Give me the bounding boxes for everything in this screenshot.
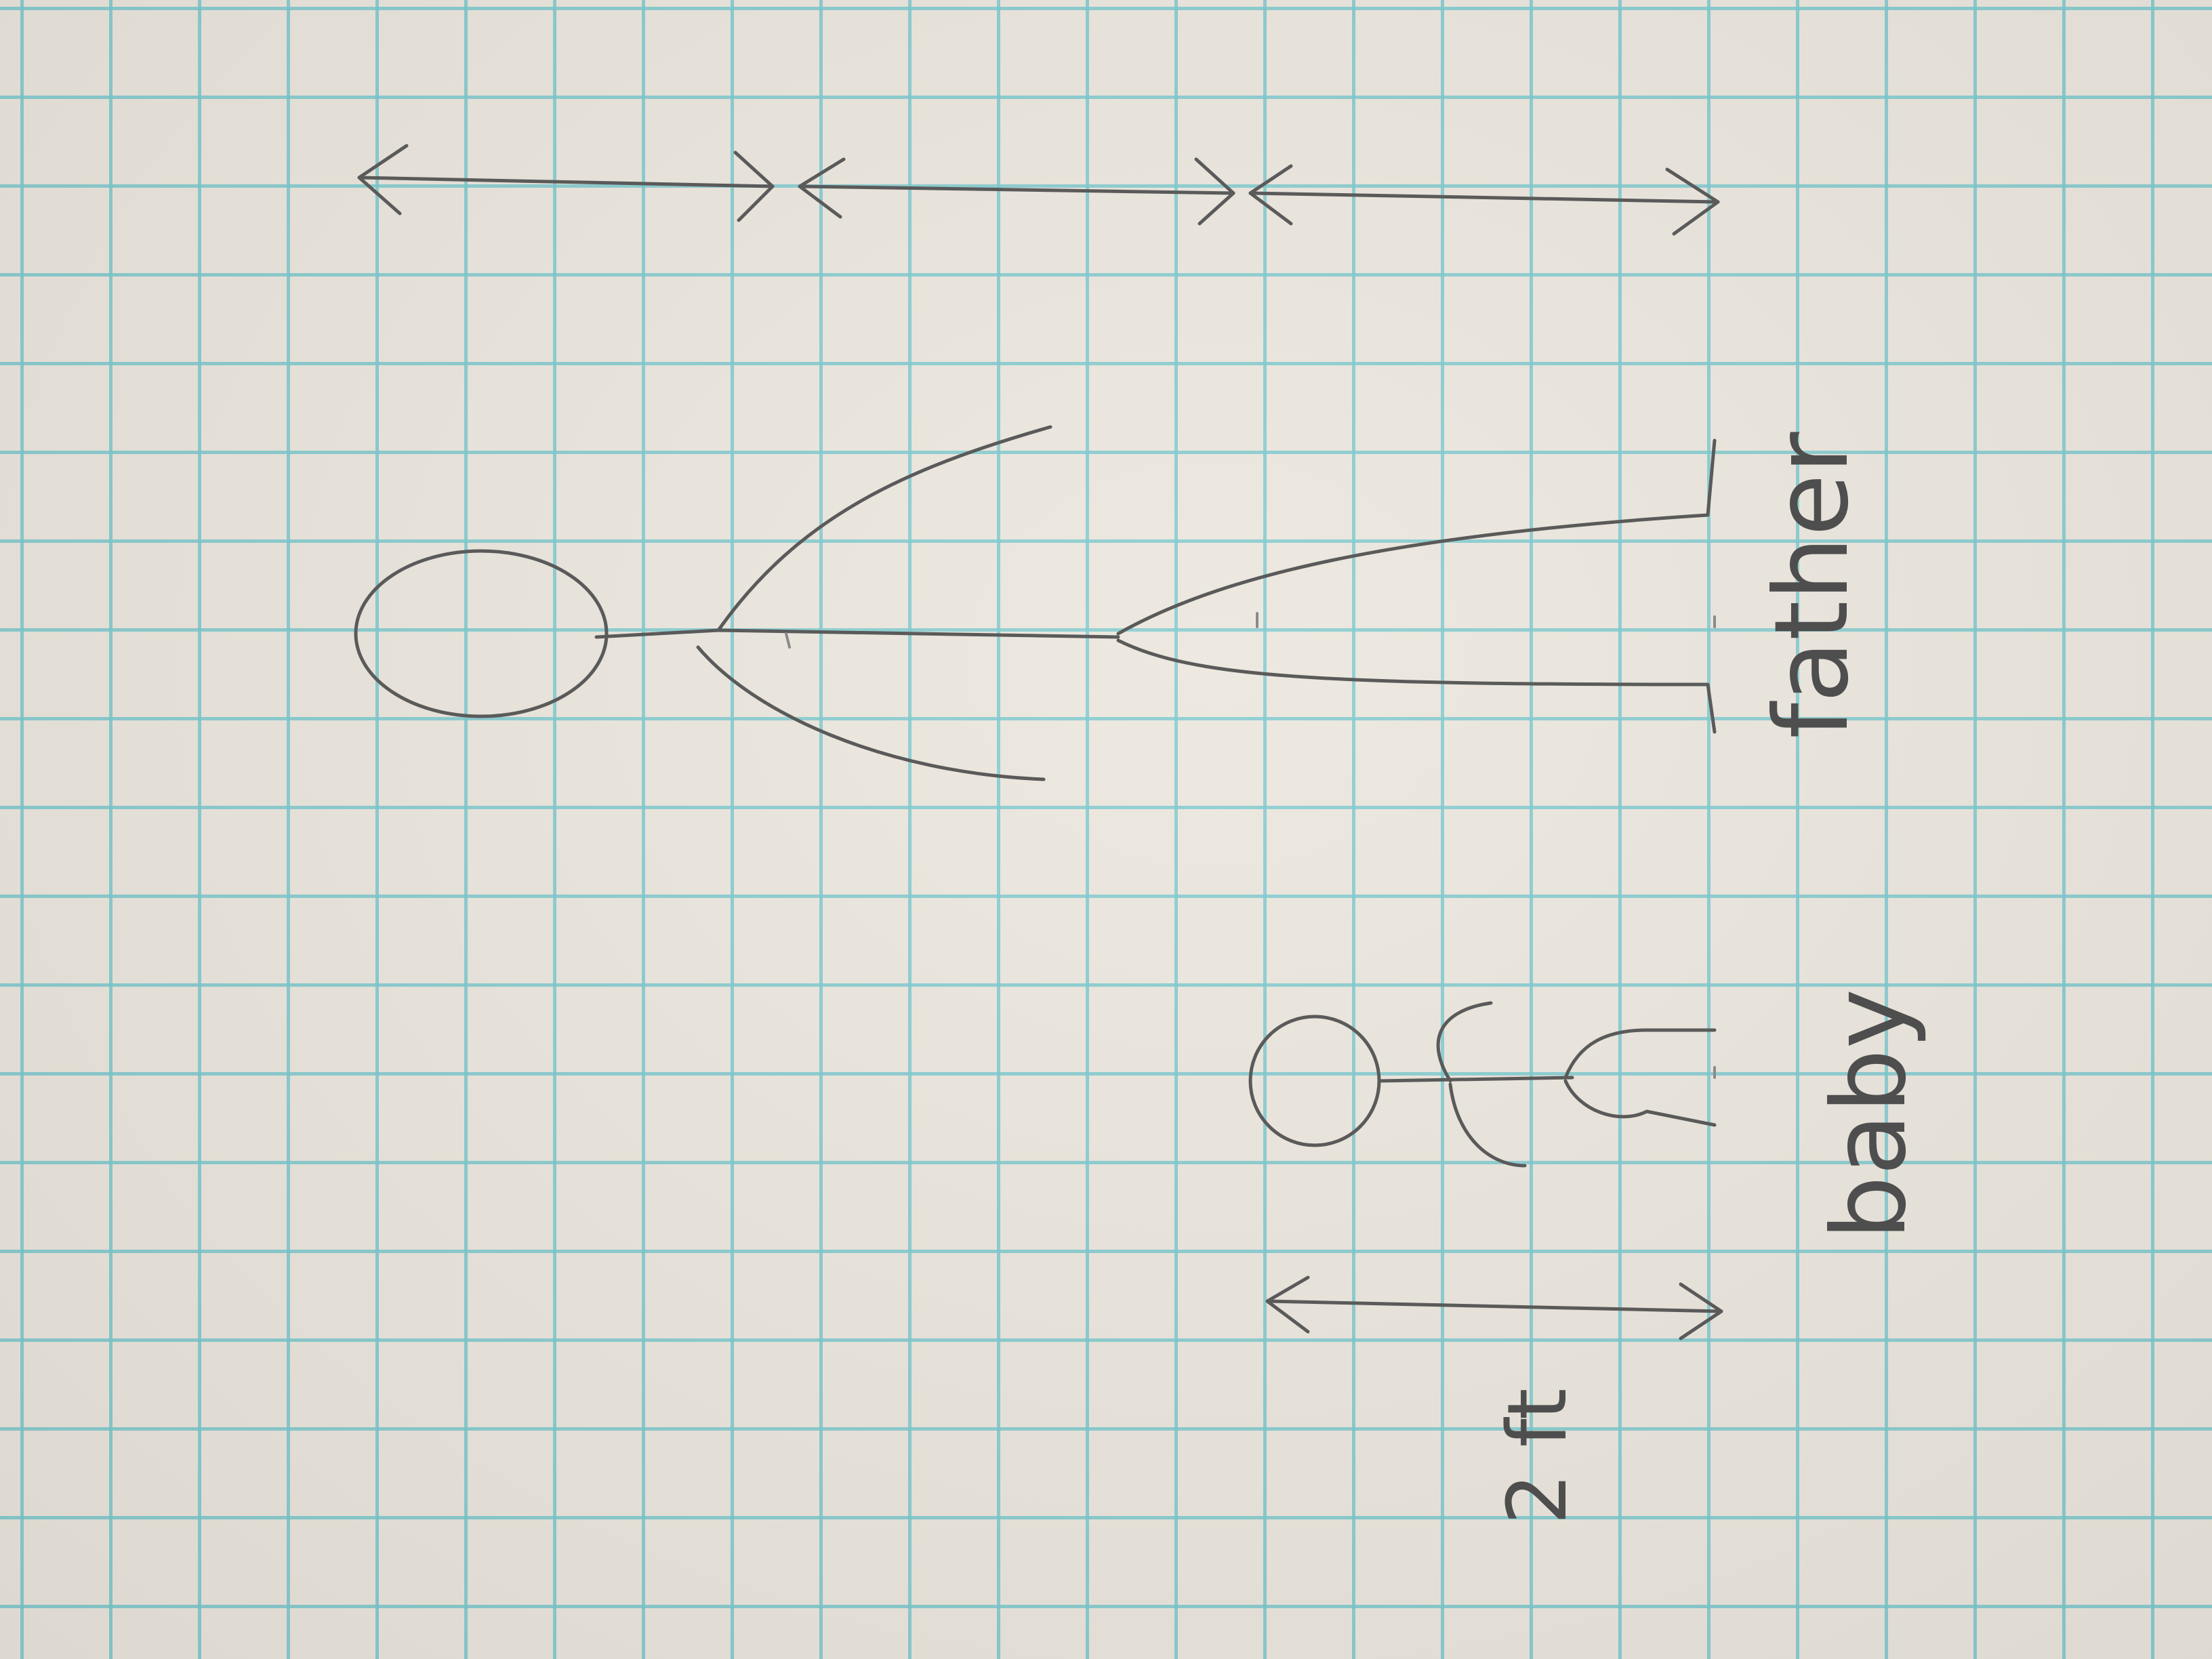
father-label: father — [1753, 432, 1871, 739]
baby-arm-upper — [1436, 1001, 1493, 1083]
baby-head — [1248, 1015, 1381, 1147]
father-leg-lower — [1116, 638, 1717, 734]
baby-arm-lower — [1448, 1082, 1527, 1168]
father-figure — [354, 425, 1717, 781]
father-arrow-segment-2 — [798, 157, 1235, 226]
baby-height-label: 2 ft — [1491, 1388, 1585, 1525]
baby-leg-upper — [1563, 1028, 1717, 1080]
father-body — [594, 628, 1120, 639]
father-height-arrows — [357, 144, 1720, 236]
baby-leg-lower — [1563, 1079, 1717, 1127]
father-head — [354, 549, 609, 718]
father-arrow-segment-3 — [1248, 164, 1720, 236]
father-leg-upper — [1116, 438, 1717, 636]
father-arm-lower — [696, 645, 1046, 781]
baby-height-arrow — [1265, 1275, 1723, 1340]
baby-figure — [1248, 1001, 1717, 1168]
baby-label: baby — [1811, 989, 1929, 1240]
father-arrow-segment-1 — [357, 144, 775, 222]
baby-body — [1377, 1076, 1574, 1083]
father-arm-upper — [716, 425, 1052, 632]
